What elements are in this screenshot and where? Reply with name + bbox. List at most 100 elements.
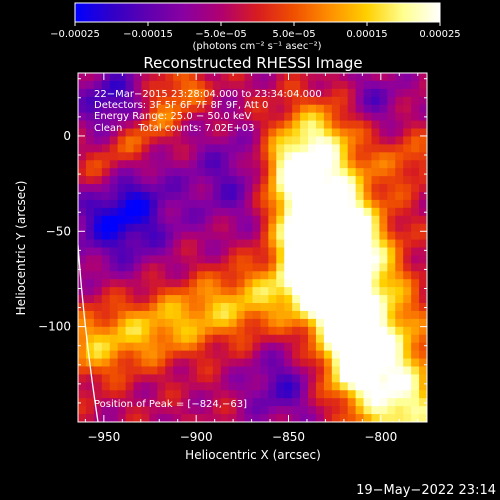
heatmap-cell bbox=[181, 215, 190, 225]
heatmap-cell bbox=[85, 73, 95, 82]
heatmap-cell bbox=[355, 358, 365, 368]
heatmap-cell bbox=[339, 358, 349, 368]
heatmap-cell bbox=[181, 112, 190, 122]
heatmap-cell bbox=[355, 168, 365, 177]
heatmap-cell bbox=[315, 215, 325, 225]
heatmap-cell bbox=[315, 310, 325, 320]
heatmap-cell bbox=[371, 80, 381, 90]
heatmap-cell bbox=[268, 136, 277, 145]
heatmap-cell bbox=[331, 88, 341, 98]
heatmap-cell bbox=[300, 414, 309, 422]
heatmap-cell bbox=[141, 73, 150, 82]
heatmap-cell bbox=[284, 295, 293, 304]
heatmap-cell bbox=[141, 271, 150, 280]
heatmap-cell bbox=[276, 207, 285, 217]
heatmap-cell bbox=[371, 263, 381, 272]
heatmap-cell bbox=[395, 184, 404, 193]
heatmap-cell bbox=[212, 128, 222, 138]
heatmap-cell bbox=[85, 334, 95, 344]
heatmap-cell bbox=[101, 168, 111, 177]
heatmap-cell bbox=[78, 390, 87, 399]
heatmap-cell bbox=[244, 80, 254, 90]
heatmap-cell bbox=[411, 136, 420, 145]
heatmap-cell bbox=[157, 120, 166, 130]
heatmap-cell bbox=[244, 152, 254, 161]
heatmap-cell bbox=[292, 160, 301, 169]
heatmap-cell bbox=[204, 120, 214, 130]
heatmap-cell bbox=[300, 239, 309, 249]
heatmap-cell bbox=[196, 128, 206, 138]
heatmap-cell bbox=[323, 247, 333, 257]
heatmap-cell bbox=[260, 88, 269, 98]
heatmap-cell bbox=[395, 128, 404, 138]
heatmap-cell bbox=[339, 223, 349, 233]
heatmap-cell bbox=[276, 382, 285, 391]
heatmap-cell bbox=[220, 73, 230, 82]
heatmap-cell bbox=[228, 176, 238, 185]
heatmap-cell bbox=[101, 215, 111, 225]
heatmap-cell bbox=[419, 287, 427, 296]
heatmap-cell bbox=[236, 326, 246, 336]
heatmap-cell bbox=[347, 239, 357, 249]
heatmap-cell bbox=[125, 263, 135, 272]
heatmap-cell bbox=[93, 104, 103, 114]
heatmap-cell bbox=[252, 160, 262, 169]
heatmap-cell bbox=[133, 168, 143, 177]
heatmap-cell bbox=[411, 342, 420, 352]
heatmap-cell bbox=[308, 239, 317, 249]
colorbar-tick-label: 0.00025 bbox=[419, 29, 460, 40]
heatmap-cell bbox=[236, 168, 246, 177]
heatmap-cell bbox=[363, 191, 373, 201]
heatmap-cell bbox=[204, 144, 214, 153]
heatmap-cell bbox=[117, 144, 127, 153]
heatmap-cell bbox=[292, 120, 301, 130]
heatmap-cell bbox=[165, 144, 174, 153]
heatmap-cell bbox=[189, 191, 198, 201]
heatmap-cell bbox=[276, 223, 285, 233]
heatmap-cell bbox=[149, 223, 158, 233]
heatmap-cell bbox=[244, 414, 254, 422]
heatmap-cell bbox=[189, 398, 198, 407]
heatmap-cell bbox=[117, 382, 127, 391]
heatmap-cell bbox=[276, 398, 285, 407]
heatmap-cell bbox=[141, 310, 150, 320]
heatmap-cell bbox=[78, 199, 87, 209]
heatmap-cell bbox=[276, 239, 285, 249]
heatmap-cell bbox=[85, 176, 95, 185]
heatmap-cell bbox=[268, 414, 277, 422]
heatmap-cell bbox=[355, 326, 365, 336]
heatmap-cell bbox=[339, 374, 349, 383]
heatmap-cell bbox=[387, 231, 396, 241]
heatmap-cell bbox=[300, 199, 309, 209]
heatmap-cell bbox=[109, 303, 119, 312]
heatmap-cell bbox=[315, 295, 325, 304]
heatmap-cell bbox=[347, 144, 357, 153]
heatmap-cell bbox=[101, 191, 111, 201]
heatmap-cell bbox=[308, 334, 317, 344]
heatmap-cell bbox=[78, 255, 87, 264]
heatmap-cell bbox=[315, 128, 325, 138]
heatmap-cell bbox=[157, 239, 166, 249]
heatmap-cell bbox=[260, 414, 269, 422]
heatmap-cell bbox=[236, 120, 246, 130]
heatmap-cell bbox=[315, 350, 325, 360]
heatmap-cell bbox=[125, 247, 135, 257]
heatmap-cell bbox=[284, 136, 293, 145]
heatmap-cell bbox=[300, 247, 309, 257]
heatmap-cell bbox=[204, 104, 214, 114]
heatmap-cell bbox=[93, 176, 103, 185]
heatmap-cell bbox=[260, 96, 269, 106]
heatmap-cell bbox=[268, 80, 277, 90]
heatmap-cell bbox=[371, 255, 381, 264]
heatmap-cell bbox=[308, 390, 317, 399]
heatmap-cell bbox=[196, 73, 206, 82]
heatmap-cell bbox=[173, 104, 182, 114]
heatmap-cell bbox=[85, 80, 95, 90]
heatmap-cell bbox=[419, 342, 427, 352]
heatmap-cell bbox=[260, 128, 269, 138]
heatmap-cell bbox=[339, 326, 349, 336]
heatmap-cell bbox=[315, 271, 325, 280]
heatmap-cell bbox=[276, 176, 285, 185]
heatmap-cell bbox=[260, 160, 269, 169]
heatmap-cell bbox=[292, 176, 301, 185]
